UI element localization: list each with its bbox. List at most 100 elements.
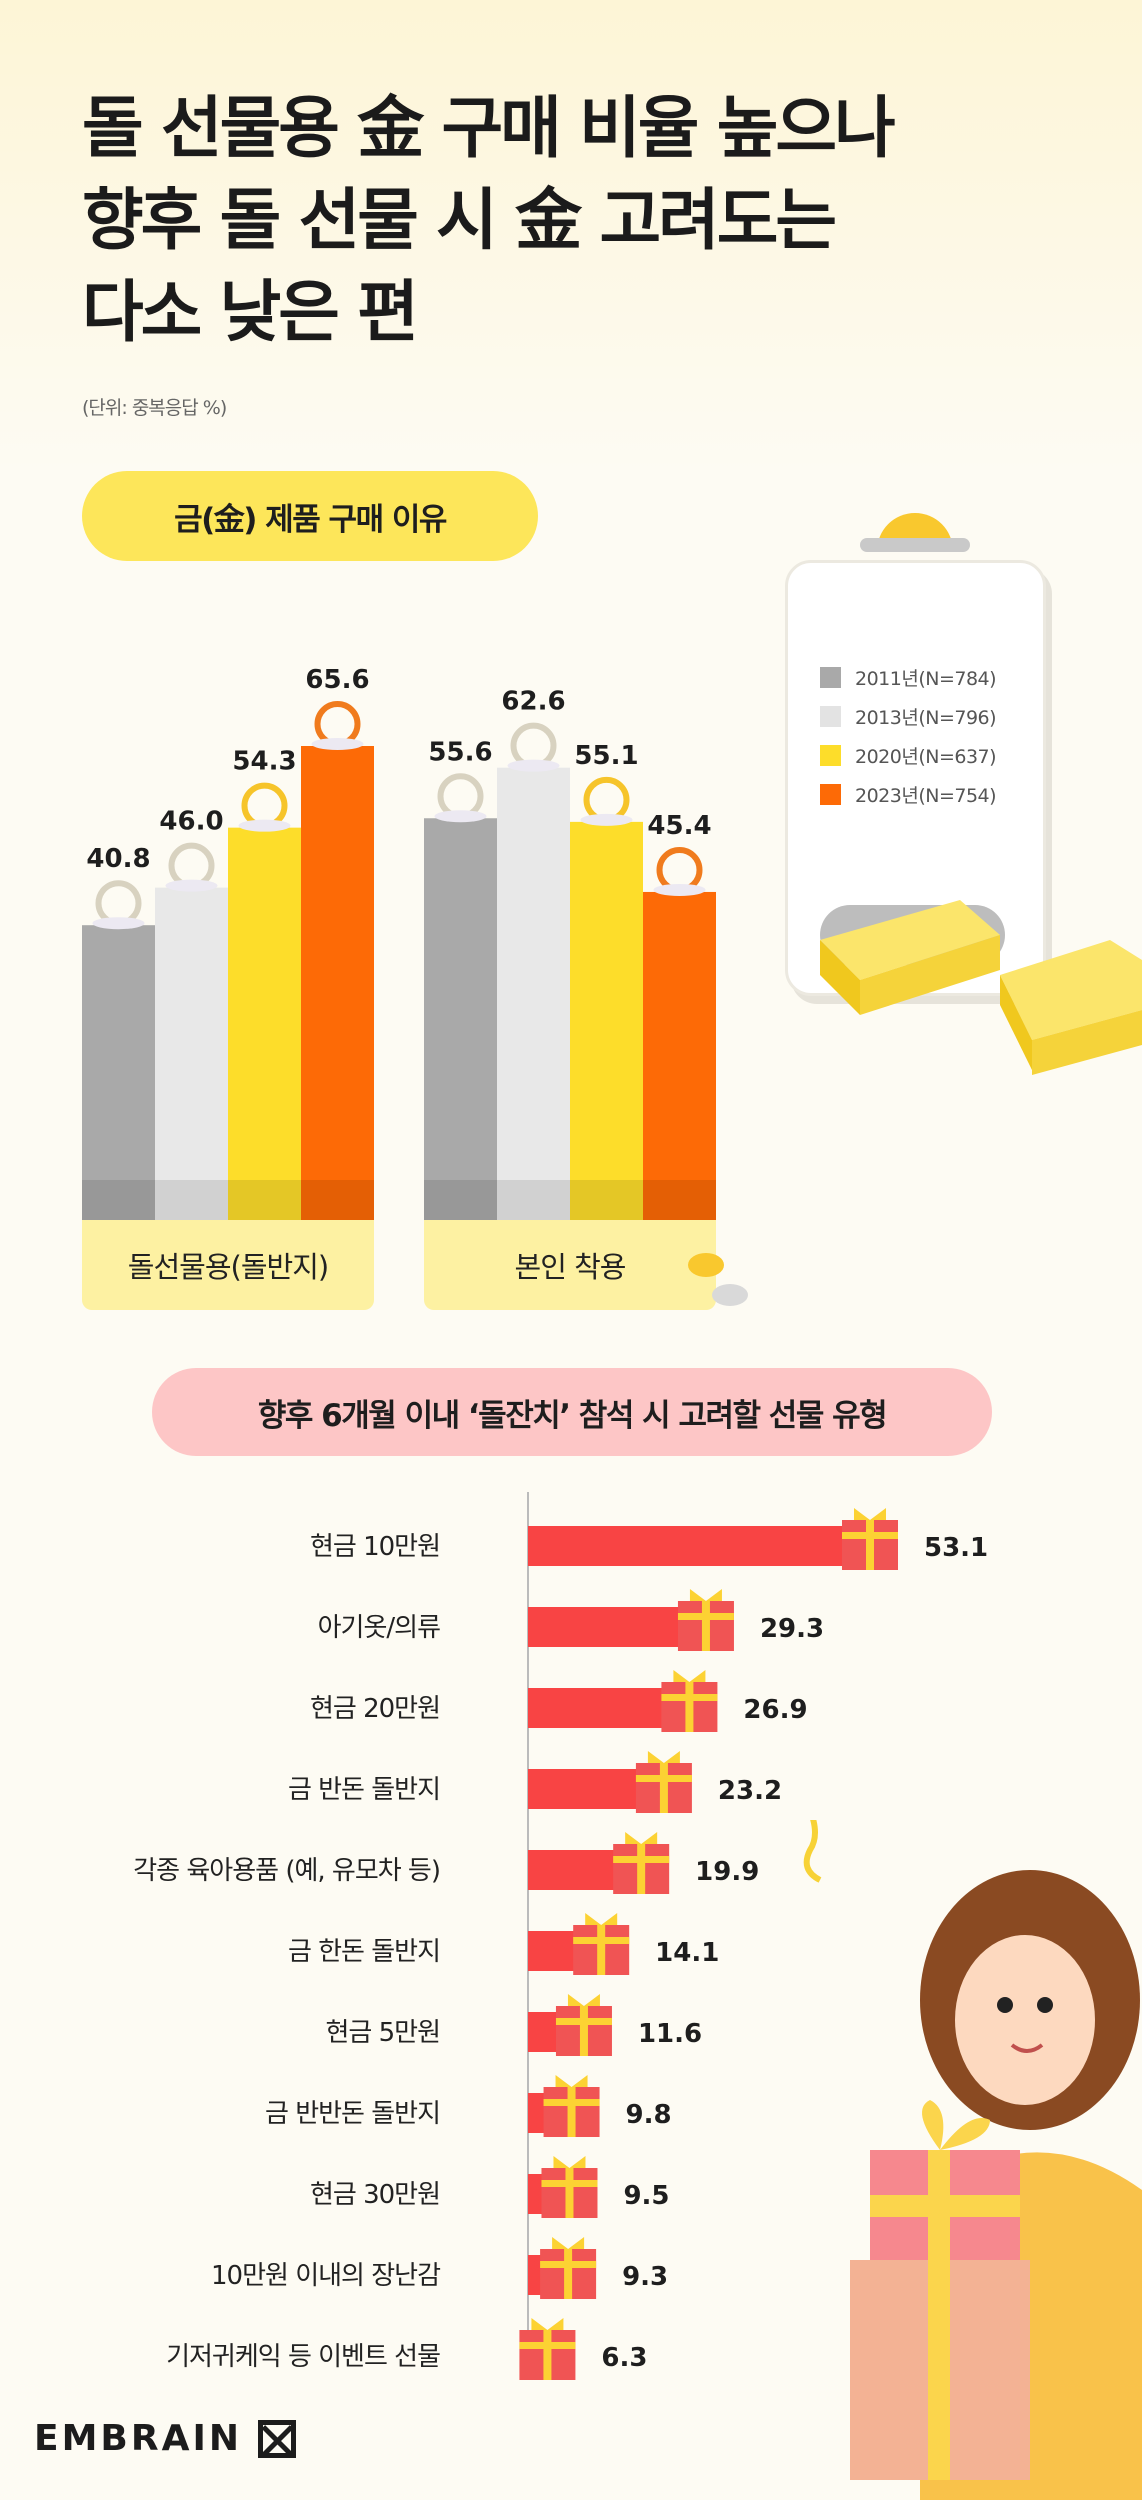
bar-2020-0 <box>228 827 301 1220</box>
value-label: 9.3 <box>622 2262 668 2292</box>
gift-ribbon <box>637 1844 646 1894</box>
value-label: 45.4 <box>647 811 711 841</box>
value-label: 62.6 <box>501 687 565 717</box>
ring-base <box>165 879 218 892</box>
gift-bow <box>673 1670 706 1682</box>
ring-base <box>580 813 633 826</box>
gift-ribbon <box>555 2018 612 2025</box>
category-label: 현금 30만원 <box>310 2180 440 2210</box>
bar-2020-1 <box>570 821 643 1220</box>
ring-icon <box>656 846 703 893</box>
bar-2011-0 <box>82 925 155 1220</box>
title-line: 돌 선물용 金 구매 비율 높으나 <box>82 89 896 167</box>
gift-ribbon <box>685 1682 694 1732</box>
title-line: 향후 돌 선물 시 金 고려도는 <box>82 181 837 259</box>
gift-ribbon <box>866 1520 874 1570</box>
gift-ribbon <box>565 2168 574 2218</box>
slot-icon <box>860 538 970 552</box>
value-label: 55.6 <box>428 737 492 767</box>
ring-base <box>653 883 706 896</box>
gift-bow <box>689 1589 722 1601</box>
gift-ribbon <box>659 1763 668 1813</box>
value-label: 29.3 <box>760 1614 824 1644</box>
gift-bow <box>553 2156 586 2168</box>
section1-label: 금(金) 제품 구매 이유 <box>82 471 538 561</box>
page-title: 돌 선물용 金 구매 비율 높으나 향후 돌 선물 시 金 고려도는 다소 낮은… <box>82 82 896 358</box>
category-label: 금 한돈 돌반지 <box>288 1937 440 1967</box>
gift-ribbon <box>543 2330 552 2380</box>
gift-ribbon <box>519 2342 576 2349</box>
gift-bow <box>555 2075 588 2087</box>
gift-ribbon <box>564 2249 573 2299</box>
gift-type-chart: 현금 10만원 53.1 아기옷/의류 29.3 현금 20만원 26.9 금 반돈 돌반지… <box>133 1492 988 2380</box>
category-label: 현금 20만원 <box>310 1694 440 1724</box>
gift-ribbon <box>543 2099 600 2106</box>
bar-base-shade <box>570 1180 643 1220</box>
value-label: 14.1 <box>655 1938 719 1968</box>
gift-bow <box>552 2237 585 2249</box>
brand-mark-icon <box>257 2419 296 2458</box>
gift-bow <box>854 1508 886 1520</box>
bar-base-shade <box>228 1180 301 1220</box>
gift-ribbon <box>573 1937 630 1944</box>
value-label: 54.3 <box>232 747 296 777</box>
brand-name: EMBRAIN <box>34 2418 242 2459</box>
bar-2023-0 <box>301 746 374 1220</box>
brand-logo: EMBRAIN <box>34 2418 296 2459</box>
ring-icon <box>510 722 557 769</box>
legend-label: 2011년(N=784) <box>855 668 997 690</box>
gift-ribbon <box>661 1694 718 1701</box>
value-label: 53.1 <box>924 1533 988 1563</box>
legend-label: 2023년(N=754) <box>855 785 997 807</box>
category-label: 금 반반돈 돌반지 <box>265 2099 440 2129</box>
ring-base <box>311 738 364 750</box>
bar-2011-1 <box>424 818 497 1220</box>
category-label: 각종 육아용품 (예, 유모차 등) <box>133 1856 440 1886</box>
category-label: 10만원 이내의 장난감 <box>211 2261 440 2291</box>
gift-ribbon <box>541 2180 598 2187</box>
ring-base <box>507 759 560 772</box>
bar-base-shade <box>155 1180 228 1220</box>
legend-swatch <box>820 706 841 727</box>
category-label-gift: 돌선물용(돌반지) <box>82 1220 374 1310</box>
bar-base-shade <box>497 1180 570 1220</box>
title-line: 다소 낮은 편 <box>82 273 419 351</box>
value-label: 6.3 <box>601 2343 647 2373</box>
coins-illustration <box>688 1253 748 1306</box>
legend-label: 2013년(N=796) <box>855 707 997 729</box>
ring-base <box>92 917 145 930</box>
gift-bar <box>528 1526 894 1566</box>
category-label: 현금 5만원 <box>326 2018 441 2048</box>
legend-item-2020: 2020년(N=637) <box>820 742 997 769</box>
ring-base <box>238 819 291 832</box>
gift-bow <box>647 1751 680 1763</box>
gift-ribbon <box>842 1532 898 1539</box>
gift-ribbon <box>567 2087 576 2137</box>
value-label: 9.5 <box>623 2181 669 2211</box>
legend-item-2023: 2023년(N=754) <box>820 781 997 808</box>
purchase-reason-chart: 40.8 55.6 46.0 62.6 54.3 55.1 65.6 45.4 <box>82 665 716 1220</box>
gift-ribbon <box>540 2261 597 2268</box>
value-label: 40.8 <box>86 844 150 874</box>
gift-ribbon <box>613 1856 670 1863</box>
value-label: 46.0 <box>159 807 223 837</box>
bar-base-shade <box>301 1180 374 1220</box>
unit-note: (단위: 중복응답 %) <box>82 397 227 419</box>
value-label: 9.8 <box>626 2100 672 2130</box>
value-label: 55.1 <box>574 741 638 771</box>
gift-bow <box>567 1994 600 2006</box>
bar-2013-0 <box>155 887 228 1220</box>
gift-ribbon <box>635 1775 692 1782</box>
gift-bow <box>531 2318 564 2330</box>
gift-ribbon <box>579 2006 588 2056</box>
gift-ribbon <box>597 1925 606 1975</box>
value-label: 65.6 <box>305 665 369 695</box>
category-label: 기저귀케익 등 이벤트 선물 <box>166 2342 440 2372</box>
category-label: 금 반돈 돌반지 <box>288 1775 440 1805</box>
legend-item-2013: 2013년(N=796) <box>820 703 997 730</box>
girl-illustration <box>803 1820 1142 2500</box>
section2-label: 향후 6개월 이내 ‘돌잔치’ 참석 시 고려할 선물 유형 <box>152 1368 992 1456</box>
bar-2023-1 <box>643 891 716 1220</box>
category-label: 현금 10만원 <box>310 1532 440 1562</box>
ring-base <box>434 810 487 823</box>
